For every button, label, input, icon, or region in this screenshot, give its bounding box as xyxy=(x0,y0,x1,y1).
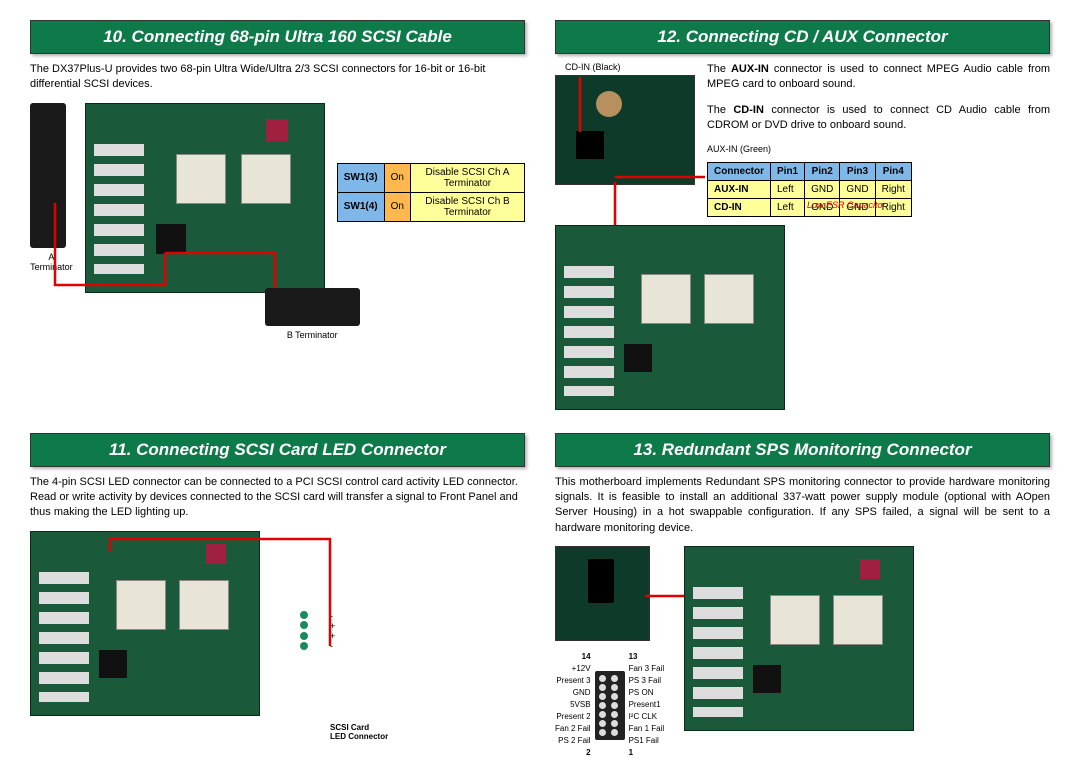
sw-cell: On xyxy=(384,163,410,192)
section-11: 11. Connecting SCSI Card LED Connector T… xyxy=(30,433,525,760)
sw-cell: Disable SCSI Ch A Terminator xyxy=(411,163,525,192)
conn-td: GND xyxy=(805,180,840,198)
cdin-label: CD-IN (Black) xyxy=(565,62,695,72)
section-11-title: 11. Connecting SCSI Card LED Connector xyxy=(30,433,525,467)
section-12: 12. Connecting CD / AUX Connector CD-IN … xyxy=(555,20,1050,413)
auxin-label: AUX-IN (Green) xyxy=(707,144,1050,154)
conn-td: GND xyxy=(840,180,875,198)
conn-th: Pin4 xyxy=(875,162,911,180)
sw-cell: SW1(4) xyxy=(337,192,384,221)
terminator-b-image xyxy=(265,288,360,326)
sps-row-l: Fan 2 Fail xyxy=(555,723,591,735)
sps-row-l: Present 2 xyxy=(555,711,591,723)
sps-row-r: Fan 1 Fail xyxy=(629,723,665,735)
sps-row-r: I²C CLK xyxy=(629,711,665,723)
conn-td: AUX-IN xyxy=(708,180,771,198)
motherboard-image-12 xyxy=(555,225,785,410)
section-10-title: 10. Connecting 68-pin Ultra 160 SCSI Cab… xyxy=(30,20,525,54)
sw-cell: Disable SCSI Ch B Terminator xyxy=(411,192,525,221)
conn-th: Pin1 xyxy=(771,162,805,180)
conn-td: Left xyxy=(771,180,805,198)
section-11-text: The 4-pin SCSI LED connector can be conn… xyxy=(30,475,525,521)
section-12-title: 12. Connecting CD / AUX Connector xyxy=(555,20,1050,54)
sps-row-l: PS 2 Fail xyxy=(555,735,591,747)
section-13: 13. Redundant SPS Monitoring Connector T… xyxy=(555,433,1050,760)
section-10: 10. Connecting 68-pin Ultra 160 SCSI Cab… xyxy=(30,20,525,413)
section-12-text2: The CD-IN connector is used to connect C… xyxy=(707,103,1050,134)
section-13-title: 13. Redundant SPS Monitoring Connector xyxy=(555,433,1050,467)
section-10-text: The DX37Plus-U provides two 68-pin Ultra… xyxy=(30,62,525,93)
led-caption2: LED Connector xyxy=(330,732,525,741)
conn-th: Connector xyxy=(708,162,771,180)
overlay-text: Low ESR Capacitor xyxy=(807,200,886,210)
conn-th: Pin3 xyxy=(840,162,875,180)
motherboard-image-13 xyxy=(684,546,914,731)
conn-th: Pin2 xyxy=(805,162,840,180)
section-12-text1: The AUX-IN connector is used to connect … xyxy=(707,62,1050,93)
sps-row-r: PS1 Fail xyxy=(629,735,665,747)
sw-cell: SW1(3) xyxy=(337,163,384,192)
sw-table: SW1(3) On Disable SCSI Ch A Terminator S… xyxy=(337,163,525,222)
sps-bot-l: 2 xyxy=(555,747,591,759)
conn-td: Right xyxy=(875,180,911,198)
callout-lines-11 xyxy=(30,531,370,731)
conn-td: CD-IN xyxy=(708,198,771,216)
sps-bot-r: 1 xyxy=(629,747,665,759)
sw-cell: On xyxy=(384,192,410,221)
terminator-b-label: B Terminator xyxy=(265,330,360,340)
conn-td: Left xyxy=(771,198,805,216)
section-13-text: This motherboard implements Redundant SP… xyxy=(555,475,1050,537)
